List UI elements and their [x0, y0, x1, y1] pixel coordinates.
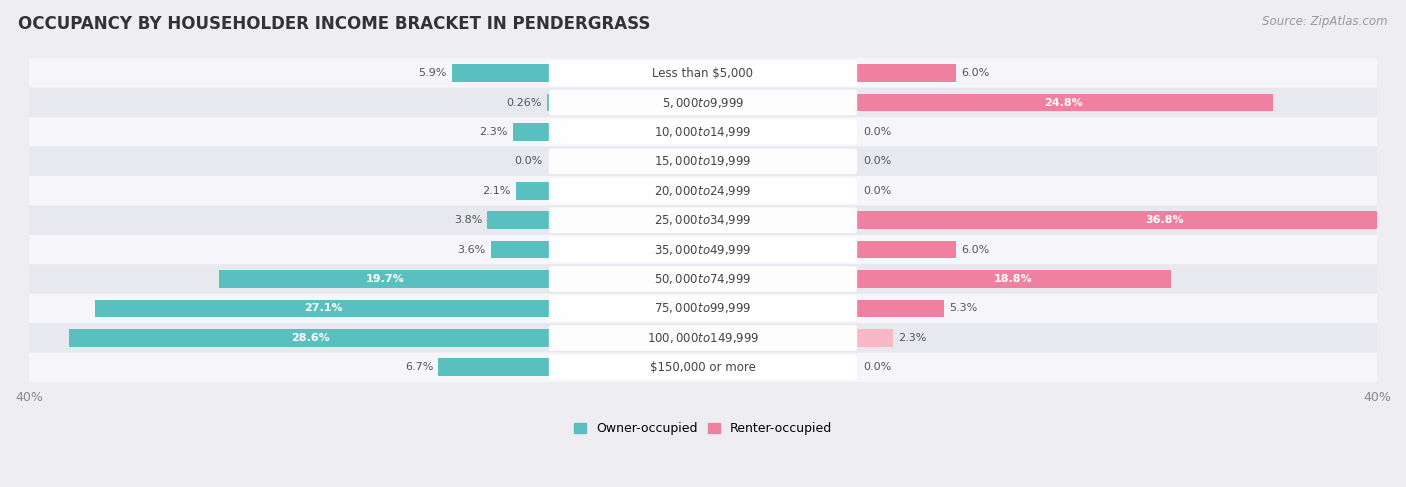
FancyBboxPatch shape [548, 178, 858, 204]
Bar [855, 241, 956, 259]
FancyBboxPatch shape [30, 353, 1376, 382]
FancyBboxPatch shape [548, 60, 858, 86]
Bar [516, 182, 551, 200]
FancyBboxPatch shape [30, 206, 1376, 235]
FancyBboxPatch shape [548, 207, 858, 233]
FancyBboxPatch shape [548, 355, 858, 380]
Text: 6.0%: 6.0% [960, 68, 988, 78]
Bar [855, 329, 893, 347]
Text: 5.3%: 5.3% [949, 303, 977, 314]
Bar [94, 300, 551, 317]
Text: Source: ZipAtlas.com: Source: ZipAtlas.com [1263, 15, 1388, 28]
Text: 18.8%: 18.8% [994, 274, 1032, 284]
Text: $25,000 to $34,999: $25,000 to $34,999 [654, 213, 752, 227]
Text: 6.0%: 6.0% [960, 244, 988, 255]
Text: 2.3%: 2.3% [898, 333, 927, 343]
Text: $20,000 to $24,999: $20,000 to $24,999 [654, 184, 752, 198]
FancyBboxPatch shape [30, 147, 1376, 176]
Text: 0.26%: 0.26% [506, 97, 541, 108]
Text: 0.0%: 0.0% [515, 156, 543, 167]
FancyBboxPatch shape [30, 294, 1376, 323]
Text: 19.7%: 19.7% [366, 274, 405, 284]
Bar [547, 94, 551, 112]
Text: $15,000 to $19,999: $15,000 to $19,999 [654, 154, 752, 169]
FancyBboxPatch shape [30, 58, 1376, 88]
FancyBboxPatch shape [548, 266, 858, 292]
Bar [855, 300, 943, 317]
Text: 27.1%: 27.1% [304, 303, 342, 314]
FancyBboxPatch shape [548, 90, 858, 115]
Bar [69, 329, 551, 347]
FancyBboxPatch shape [30, 235, 1376, 264]
FancyBboxPatch shape [548, 325, 858, 351]
FancyBboxPatch shape [548, 237, 858, 262]
FancyBboxPatch shape [30, 117, 1376, 147]
Bar [491, 241, 551, 259]
Bar [219, 270, 551, 288]
Text: Less than $5,000: Less than $5,000 [652, 67, 754, 79]
Text: 5.9%: 5.9% [419, 68, 447, 78]
Bar [451, 64, 551, 82]
Text: $5,000 to $9,999: $5,000 to $9,999 [662, 95, 744, 110]
Text: OCCUPANCY BY HOUSEHOLDER INCOME BRACKET IN PENDERGRASS: OCCUPANCY BY HOUSEHOLDER INCOME BRACKET … [18, 15, 651, 33]
Text: 0.0%: 0.0% [863, 186, 891, 196]
Bar [855, 64, 956, 82]
Bar [855, 211, 1406, 229]
Bar [439, 358, 551, 376]
Bar [855, 94, 1272, 112]
Bar [855, 270, 1171, 288]
Bar [488, 211, 551, 229]
FancyBboxPatch shape [30, 176, 1376, 206]
FancyBboxPatch shape [548, 119, 858, 145]
Text: $150,000 or more: $150,000 or more [650, 361, 756, 374]
Text: $100,000 to $149,999: $100,000 to $149,999 [647, 331, 759, 345]
Text: $50,000 to $74,999: $50,000 to $74,999 [654, 272, 752, 286]
Text: 28.6%: 28.6% [291, 333, 330, 343]
Text: 3.6%: 3.6% [457, 244, 485, 255]
Text: $35,000 to $49,999: $35,000 to $49,999 [654, 243, 752, 257]
Text: 2.3%: 2.3% [479, 127, 508, 137]
Text: 0.0%: 0.0% [863, 156, 891, 167]
FancyBboxPatch shape [30, 323, 1376, 353]
FancyBboxPatch shape [548, 149, 858, 174]
FancyBboxPatch shape [30, 264, 1376, 294]
Text: 2.1%: 2.1% [482, 186, 510, 196]
Legend: Owner-occupied, Renter-occupied: Owner-occupied, Renter-occupied [568, 417, 838, 440]
Text: $75,000 to $99,999: $75,000 to $99,999 [654, 301, 752, 316]
Text: 24.8%: 24.8% [1045, 97, 1083, 108]
Text: $10,000 to $14,999: $10,000 to $14,999 [654, 125, 752, 139]
Text: 6.7%: 6.7% [405, 362, 433, 372]
Text: 0.0%: 0.0% [863, 127, 891, 137]
Text: 36.8%: 36.8% [1146, 215, 1184, 225]
Text: 3.8%: 3.8% [454, 215, 482, 225]
Bar [513, 123, 551, 141]
Text: 0.0%: 0.0% [863, 362, 891, 372]
FancyBboxPatch shape [30, 88, 1376, 117]
FancyBboxPatch shape [548, 296, 858, 321]
